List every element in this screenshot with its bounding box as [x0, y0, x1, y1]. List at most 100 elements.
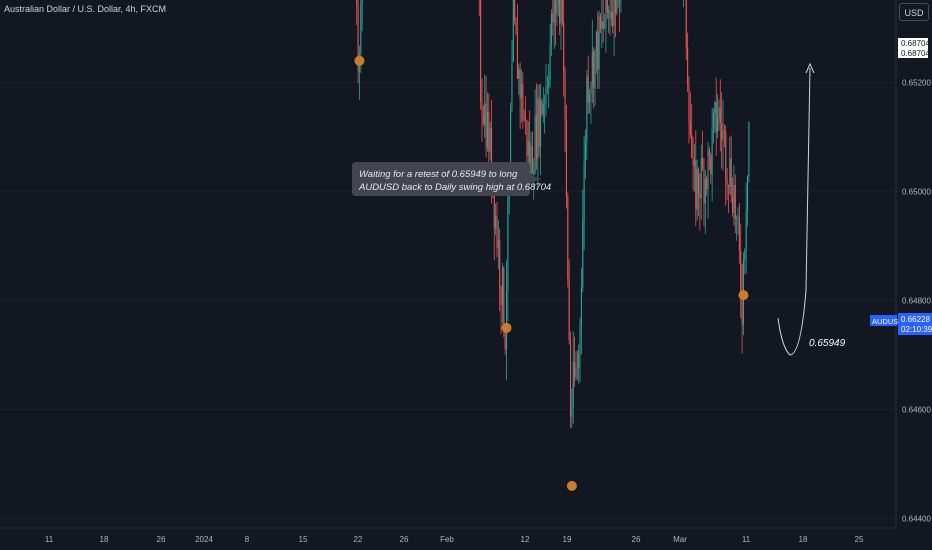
candle-body — [572, 361, 574, 407]
candle-body — [699, 193, 701, 199]
candle-body — [356, 0, 358, 6]
candle-body — [744, 250, 746, 260]
candle-body — [504, 330, 506, 349]
candle-body — [714, 102, 716, 113]
last-price-text: 0.66228 — [901, 315, 930, 324]
swing-marker[interactable] — [738, 290, 749, 301]
candle-body — [584, 141, 587, 162]
candle-body — [587, 76, 589, 103]
currency-button[interactable]: USD — [899, 3, 929, 21]
candle-body — [576, 367, 578, 369]
candle-body — [545, 87, 547, 104]
candle-body — [505, 291, 508, 349]
candle-body — [510, 109, 512, 167]
candle-body — [522, 83, 524, 120]
x-tick-label: 18 — [100, 535, 109, 544]
candle-body — [574, 361, 576, 378]
candle-body — [549, 44, 551, 81]
swing-marker[interactable] — [354, 55, 365, 66]
candle-body — [489, 128, 491, 152]
x-tick-label: 25 — [855, 535, 864, 544]
candle-body — [707, 149, 709, 190]
candle-body — [688, 84, 690, 123]
candle-body — [597, 32, 599, 70]
x-tick-label: 12 — [521, 535, 530, 544]
candle-body — [493, 191, 495, 229]
candle-body — [732, 195, 734, 213]
swing-marker[interactable] — [501, 322, 512, 333]
x-tick-label: 22 — [354, 535, 363, 544]
candle-body — [583, 161, 585, 222]
candle-body — [554, 0, 557, 14]
x-tick-label: 18 — [799, 535, 808, 544]
candle-body — [560, 0, 562, 24]
candle-body — [490, 128, 493, 190]
candle-body — [541, 100, 543, 115]
candle-body — [692, 157, 694, 167]
candle-body — [722, 130, 724, 140]
candle-body — [614, 0, 617, 14]
candle-body — [500, 287, 502, 306]
y-tick-label: 0.64600 — [902, 406, 931, 415]
candle-body — [514, 0, 516, 20]
callout-line-2: AUDUSD back to Daily swing high at 0.687… — [358, 182, 551, 193]
projection-curve[interactable] — [777, 67, 811, 356]
candle-body — [571, 406, 573, 418]
candle-body — [740, 251, 742, 296]
candle-body — [717, 116, 719, 132]
candle-body — [729, 158, 731, 187]
candle-body — [357, 5, 359, 72]
candle-body — [578, 353, 580, 368]
symbol-tag — [870, 315, 897, 326]
candle-body — [531, 145, 533, 174]
candle-body — [556, 5, 558, 14]
candle-body — [737, 216, 739, 218]
candle-body — [725, 131, 727, 179]
candle-body — [736, 217, 738, 219]
x-tick-label: 11 — [45, 535, 54, 544]
candle-body — [719, 107, 721, 124]
x-tick-label: 2024 — [195, 535, 213, 544]
last-price-tag — [898, 313, 932, 335]
candle-body — [501, 267, 503, 306]
x-tick-label: 8 — [245, 535, 250, 544]
y-tick-label: 0.64400 — [902, 515, 931, 524]
candle-body — [616, 0, 618, 14]
candle-body — [590, 85, 592, 94]
countdown-text: 02:10:39 — [901, 325, 932, 334]
x-tick-label: 15 — [299, 535, 308, 544]
candle-body — [529, 141, 531, 173]
candle-body — [733, 185, 735, 213]
y-tick-label: 0.65000 — [902, 188, 931, 197]
candle-body — [610, 12, 612, 19]
projection-arrow-head — [805, 62, 815, 74]
candle-body — [518, 68, 520, 79]
callout-bubble[interactable] — [352, 162, 542, 196]
swing-marker[interactable] — [566, 480, 577, 491]
candle-body — [711, 128, 713, 175]
candle-body — [527, 141, 529, 156]
candle-body — [604, 26, 606, 29]
candle-body — [746, 176, 749, 211]
candle-body — [695, 160, 697, 210]
candle-body — [598, 16, 600, 70]
candle-body — [726, 178, 728, 185]
candle-body — [612, 12, 614, 26]
candle-body — [613, 0, 615, 26]
candle-body — [685, 0, 687, 47]
candle-body — [738, 216, 740, 252]
y-tick-label: 0.65200 — [902, 79, 931, 88]
candle-body — [496, 215, 498, 248]
x-tick-label: 26 — [400, 535, 409, 544]
candle-body — [563, 22, 565, 74]
x-tick-label: 26 — [157, 535, 166, 544]
candle-body — [484, 103, 486, 125]
candle-body — [609, 10, 611, 19]
candle-body — [567, 196, 569, 279]
candle-body — [519, 68, 521, 99]
candle-body — [535, 115, 538, 160]
candle-body — [595, 32, 597, 51]
candle-body — [546, 86, 548, 88]
candle-body — [745, 210, 747, 251]
